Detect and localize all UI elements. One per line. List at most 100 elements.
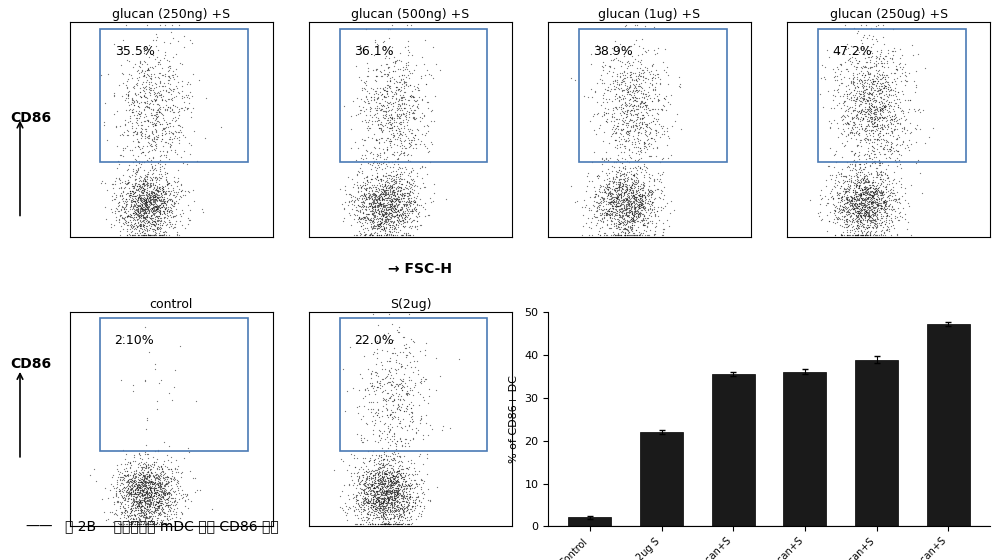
Point	[858, 230, 874, 239]
Point	[604, 209, 620, 218]
Point	[401, 421, 417, 430]
Point	[148, 83, 164, 92]
Point	[594, 206, 610, 214]
Point	[148, 489, 164, 498]
Point	[144, 481, 160, 490]
Point	[372, 87, 388, 96]
Point	[633, 153, 649, 162]
Point	[370, 204, 386, 213]
Point	[862, 230, 878, 239]
Point	[369, 377, 385, 386]
Point	[370, 497, 386, 506]
Point	[616, 174, 632, 183]
Point	[420, 399, 436, 408]
Point	[634, 217, 650, 226]
Point	[874, 190, 890, 199]
Point	[166, 93, 182, 102]
Point	[129, 96, 145, 105]
Point	[382, 476, 398, 485]
Point	[847, 123, 863, 132]
Point	[602, 211, 618, 220]
Point	[618, 186, 634, 195]
Point	[642, 94, 658, 102]
Point	[841, 170, 857, 179]
Point	[640, 213, 656, 222]
Point	[396, 77, 412, 86]
Point	[855, 199, 871, 208]
Point	[641, 152, 657, 161]
Point	[609, 201, 625, 210]
Point	[837, 119, 853, 128]
Point	[624, 76, 640, 85]
Point	[136, 198, 152, 207]
Point	[833, 193, 849, 202]
Point	[146, 206, 162, 215]
Point	[169, 178, 185, 186]
Point	[132, 228, 148, 237]
Point	[865, 203, 881, 212]
Point	[642, 201, 658, 210]
Point	[849, 94, 865, 102]
Point	[583, 50, 599, 59]
Point	[364, 519, 380, 528]
Point	[139, 116, 155, 125]
Point	[132, 223, 148, 232]
Point	[383, 110, 399, 119]
Point	[844, 103, 860, 112]
Point	[409, 213, 425, 222]
Point	[167, 500, 183, 509]
Point	[898, 72, 914, 81]
Point	[360, 498, 376, 507]
Point	[138, 200, 154, 209]
Point	[138, 77, 154, 86]
Point	[82, 470, 98, 479]
Point	[155, 483, 171, 492]
Point	[851, 181, 867, 190]
Point	[382, 195, 398, 204]
Point	[888, 116, 904, 125]
Point	[618, 184, 634, 193]
Point	[862, 96, 878, 105]
Point	[632, 124, 648, 133]
Point	[139, 471, 155, 480]
Point	[371, 498, 387, 507]
Point	[147, 193, 163, 202]
Point	[624, 230, 640, 239]
Point	[378, 136, 394, 144]
Point	[126, 481, 142, 490]
Point	[632, 209, 648, 218]
Point	[370, 454, 386, 463]
Point	[134, 485, 150, 494]
Point	[366, 90, 382, 99]
Point	[136, 214, 152, 223]
Point	[865, 74, 881, 83]
Point	[862, 193, 878, 202]
Point	[119, 179, 135, 188]
Point	[159, 207, 175, 216]
Point	[389, 520, 405, 529]
Point	[400, 203, 416, 212]
Point	[143, 486, 159, 494]
Point	[845, 204, 861, 213]
Point	[825, 217, 841, 226]
Point	[610, 84, 626, 93]
Point	[875, 83, 891, 92]
Point	[883, 98, 899, 107]
Point	[397, 514, 413, 522]
Point	[138, 488, 154, 497]
Point	[646, 207, 662, 216]
Point	[860, 185, 876, 194]
Point	[380, 484, 396, 493]
Point	[882, 101, 898, 110]
Point	[113, 479, 129, 488]
Point	[372, 199, 388, 208]
Point	[117, 216, 133, 225]
Point	[129, 128, 145, 137]
Point	[605, 195, 621, 204]
Point	[377, 520, 393, 529]
Point	[413, 498, 429, 507]
Point	[153, 461, 169, 470]
Point	[137, 205, 153, 214]
Point	[610, 193, 626, 202]
Point	[146, 111, 162, 120]
